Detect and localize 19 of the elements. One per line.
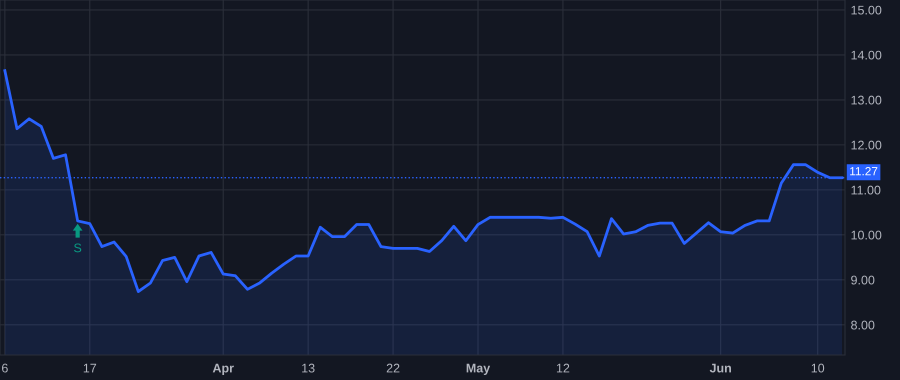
y-tick-label: 11.00 — [852, 186, 880, 195]
x-tick-label: Apr — [212, 364, 234, 375]
x-tick-label: Jun — [710, 364, 731, 373]
x-tick-label: 17 — [84, 364, 96, 372]
y-tick-label: 10.00 — [852, 230, 882, 240]
y-tick-label: 9.00 — [851, 276, 874, 285]
y-tick-label: 15.00 — [852, 6, 882, 15]
y-tick-label: 12.00 — [852, 140, 882, 150]
x-tick-label: 22 — [386, 364, 400, 372]
y-tick-label: 14.00 — [852, 50, 882, 60]
x-tick-label: 12 — [556, 364, 570, 372]
x-tick-label: 6 — [2, 364, 8, 373]
y-tick-label: 13.00 — [852, 96, 882, 105]
x-tick-label: 10 — [812, 364, 824, 373]
x-tick-label: May — [466, 364, 490, 375]
annotation: S — [74, 243, 82, 252]
y-tick-label: 8.00 — [851, 320, 874, 330]
ref-line-label: 11.27 — [850, 167, 878, 176]
x-tick-label: 13 — [302, 364, 315, 373]
